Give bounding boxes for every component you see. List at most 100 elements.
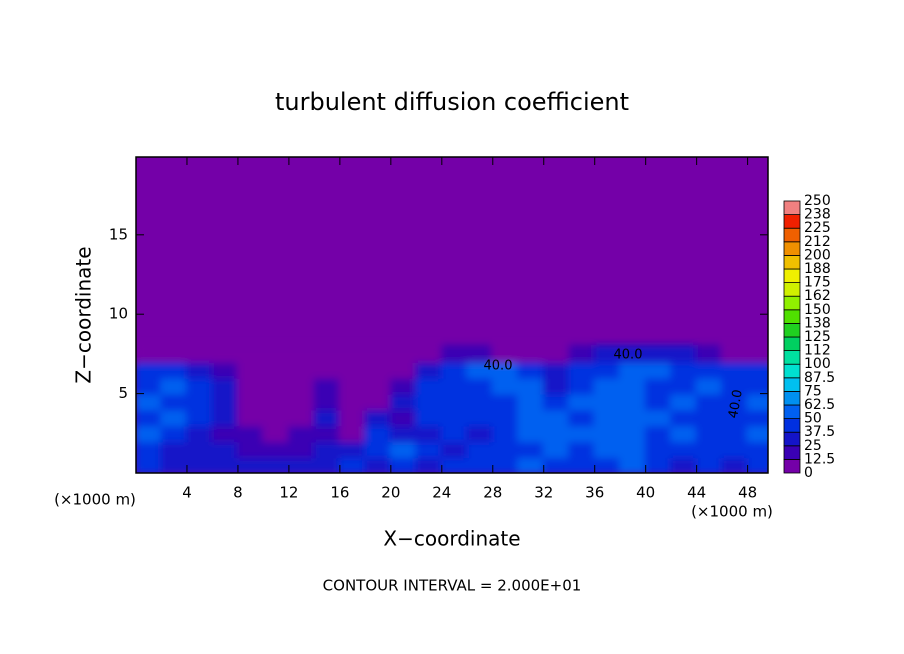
field-cell bbox=[746, 376, 768, 395]
field-cell bbox=[619, 456, 647, 473]
field-cell bbox=[389, 376, 418, 395]
field-cell bbox=[364, 360, 392, 379]
field-cell bbox=[160, 360, 188, 379]
field-cell bbox=[517, 424, 545, 443]
field-cell bbox=[644, 440, 673, 459]
field-cell bbox=[338, 392, 367, 411]
field-cell bbox=[440, 424, 469, 443]
colorbar-swatch bbox=[783, 282, 801, 297]
x-tick-label: 32 bbox=[534, 484, 553, 502]
field-cell bbox=[593, 440, 622, 459]
field-cell bbox=[313, 392, 341, 411]
field-cell bbox=[746, 440, 768, 459]
field-cell bbox=[211, 408, 239, 427]
field-cell bbox=[568, 424, 596, 443]
field-cell bbox=[644, 344, 673, 363]
x-tick-label: 24 bbox=[432, 484, 451, 502]
colorbar-label: 37.5 bbox=[804, 424, 835, 440]
x-tick-label: 28 bbox=[483, 484, 502, 502]
x-units: (×1000 m) bbox=[691, 503, 773, 521]
field-cell bbox=[695, 408, 724, 427]
field-cell bbox=[313, 456, 341, 473]
colorbar-label: 238 bbox=[804, 207, 831, 223]
colorbar-swatch bbox=[783, 404, 801, 420]
colorbar-label: 200 bbox=[804, 247, 831, 263]
x-tick-label: 40 bbox=[636, 484, 655, 502]
field-cell bbox=[136, 456, 163, 473]
field-cell bbox=[466, 344, 494, 363]
field-cell bbox=[262, 376, 290, 395]
x-tick-label: 4 bbox=[182, 484, 192, 502]
field-cell bbox=[593, 408, 622, 427]
x-tick-label: 36 bbox=[585, 484, 604, 502]
field-cell bbox=[466, 360, 494, 379]
field-cell bbox=[160, 440, 188, 459]
field-cell bbox=[185, 440, 214, 459]
field-cell bbox=[211, 360, 239, 379]
field-cell bbox=[313, 424, 341, 443]
field-cell bbox=[389, 440, 418, 459]
colorbar-swatch bbox=[783, 322, 801, 338]
field-cell bbox=[695, 344, 724, 363]
field-cell bbox=[236, 376, 265, 395]
field-cell bbox=[670, 392, 698, 411]
field-cell bbox=[721, 456, 749, 473]
field-cell bbox=[670, 456, 698, 473]
field-cell bbox=[313, 344, 341, 363]
field-cell bbox=[262, 440, 290, 459]
field-cell bbox=[160, 456, 188, 473]
field-cell bbox=[568, 360, 596, 379]
field-cell bbox=[415, 408, 443, 427]
field-cell bbox=[466, 408, 494, 427]
y-tick-label: 5 bbox=[118, 384, 128, 402]
field-cell bbox=[415, 392, 443, 411]
field-cell bbox=[236, 344, 265, 363]
field-cell bbox=[670, 408, 698, 427]
colorbar-label: 112 bbox=[804, 343, 831, 359]
field-cell bbox=[236, 408, 265, 427]
plot-area bbox=[136, 157, 768, 473]
field-cell bbox=[517, 376, 545, 395]
field-cell bbox=[262, 392, 290, 411]
colorbar-label: 175 bbox=[804, 275, 831, 291]
field-cell bbox=[136, 376, 163, 395]
field-cell bbox=[619, 408, 647, 427]
field-cell bbox=[644, 376, 673, 395]
field-cell bbox=[287, 408, 316, 427]
field-cell bbox=[542, 440, 571, 459]
x-units: (×1000 m) bbox=[54, 491, 136, 509]
field-cell bbox=[415, 440, 443, 459]
field-cell bbox=[160, 424, 188, 443]
colorbar-swatch bbox=[783, 363, 801, 379]
field-cell bbox=[568, 376, 596, 395]
contour-label: 40.0 bbox=[726, 388, 746, 419]
field-cell bbox=[721, 360, 749, 379]
field-cell bbox=[287, 456, 316, 473]
field-cell bbox=[517, 392, 545, 411]
field-cell bbox=[236, 440, 265, 459]
field-cell bbox=[517, 456, 545, 473]
field-cell bbox=[185, 376, 214, 395]
field-cell bbox=[517, 344, 545, 363]
field-cell bbox=[211, 456, 239, 473]
colorbar-label: 188 bbox=[804, 261, 831, 277]
x-tick-label: 44 bbox=[687, 484, 706, 502]
field-cell bbox=[313, 376, 341, 395]
field-cell bbox=[619, 360, 647, 379]
field-cell bbox=[415, 344, 443, 363]
field-cell bbox=[695, 360, 724, 379]
field-cell bbox=[338, 376, 367, 395]
chart-title: turbulent diffusion coefficient bbox=[275, 88, 629, 116]
field-cell bbox=[466, 392, 494, 411]
field-cell bbox=[721, 392, 749, 411]
field-cell bbox=[466, 376, 494, 395]
field-cell bbox=[491, 376, 520, 395]
field-cell bbox=[338, 440, 367, 459]
field-cell bbox=[721, 440, 749, 459]
field-cell bbox=[262, 424, 290, 443]
field-cell bbox=[287, 376, 316, 395]
field-cell bbox=[185, 360, 214, 379]
field-cell bbox=[160, 344, 188, 363]
field-cell bbox=[542, 344, 571, 363]
field-cell bbox=[695, 376, 724, 395]
